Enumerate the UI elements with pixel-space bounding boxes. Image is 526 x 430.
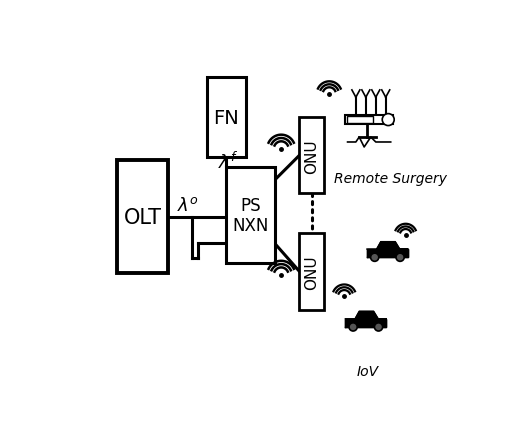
Text: IoV: IoV <box>357 364 379 378</box>
FancyBboxPatch shape <box>345 116 393 124</box>
FancyBboxPatch shape <box>226 168 275 264</box>
Polygon shape <box>355 312 378 319</box>
Text: FN: FN <box>214 108 239 127</box>
FancyBboxPatch shape <box>347 117 373 124</box>
Circle shape <box>382 114 394 126</box>
Text: $\lambda^o$: $\lambda^o$ <box>177 197 199 215</box>
Polygon shape <box>346 319 386 327</box>
Text: ONU: ONU <box>305 255 319 289</box>
Circle shape <box>375 323 382 331</box>
Circle shape <box>396 254 404 262</box>
Text: OLT: OLT <box>124 207 161 227</box>
Text: Remote Surgery: Remote Surgery <box>334 172 447 186</box>
FancyBboxPatch shape <box>299 233 325 310</box>
Circle shape <box>371 254 379 262</box>
Circle shape <box>349 323 357 331</box>
FancyBboxPatch shape <box>117 161 168 273</box>
FancyBboxPatch shape <box>299 118 325 194</box>
Text: ONU: ONU <box>305 138 319 173</box>
Polygon shape <box>377 242 400 249</box>
Text: PS
NXN: PS NXN <box>232 196 269 235</box>
FancyBboxPatch shape <box>207 78 246 157</box>
Polygon shape <box>367 249 408 258</box>
Text: $\lambda^f$: $\lambda^f$ <box>218 151 238 172</box>
